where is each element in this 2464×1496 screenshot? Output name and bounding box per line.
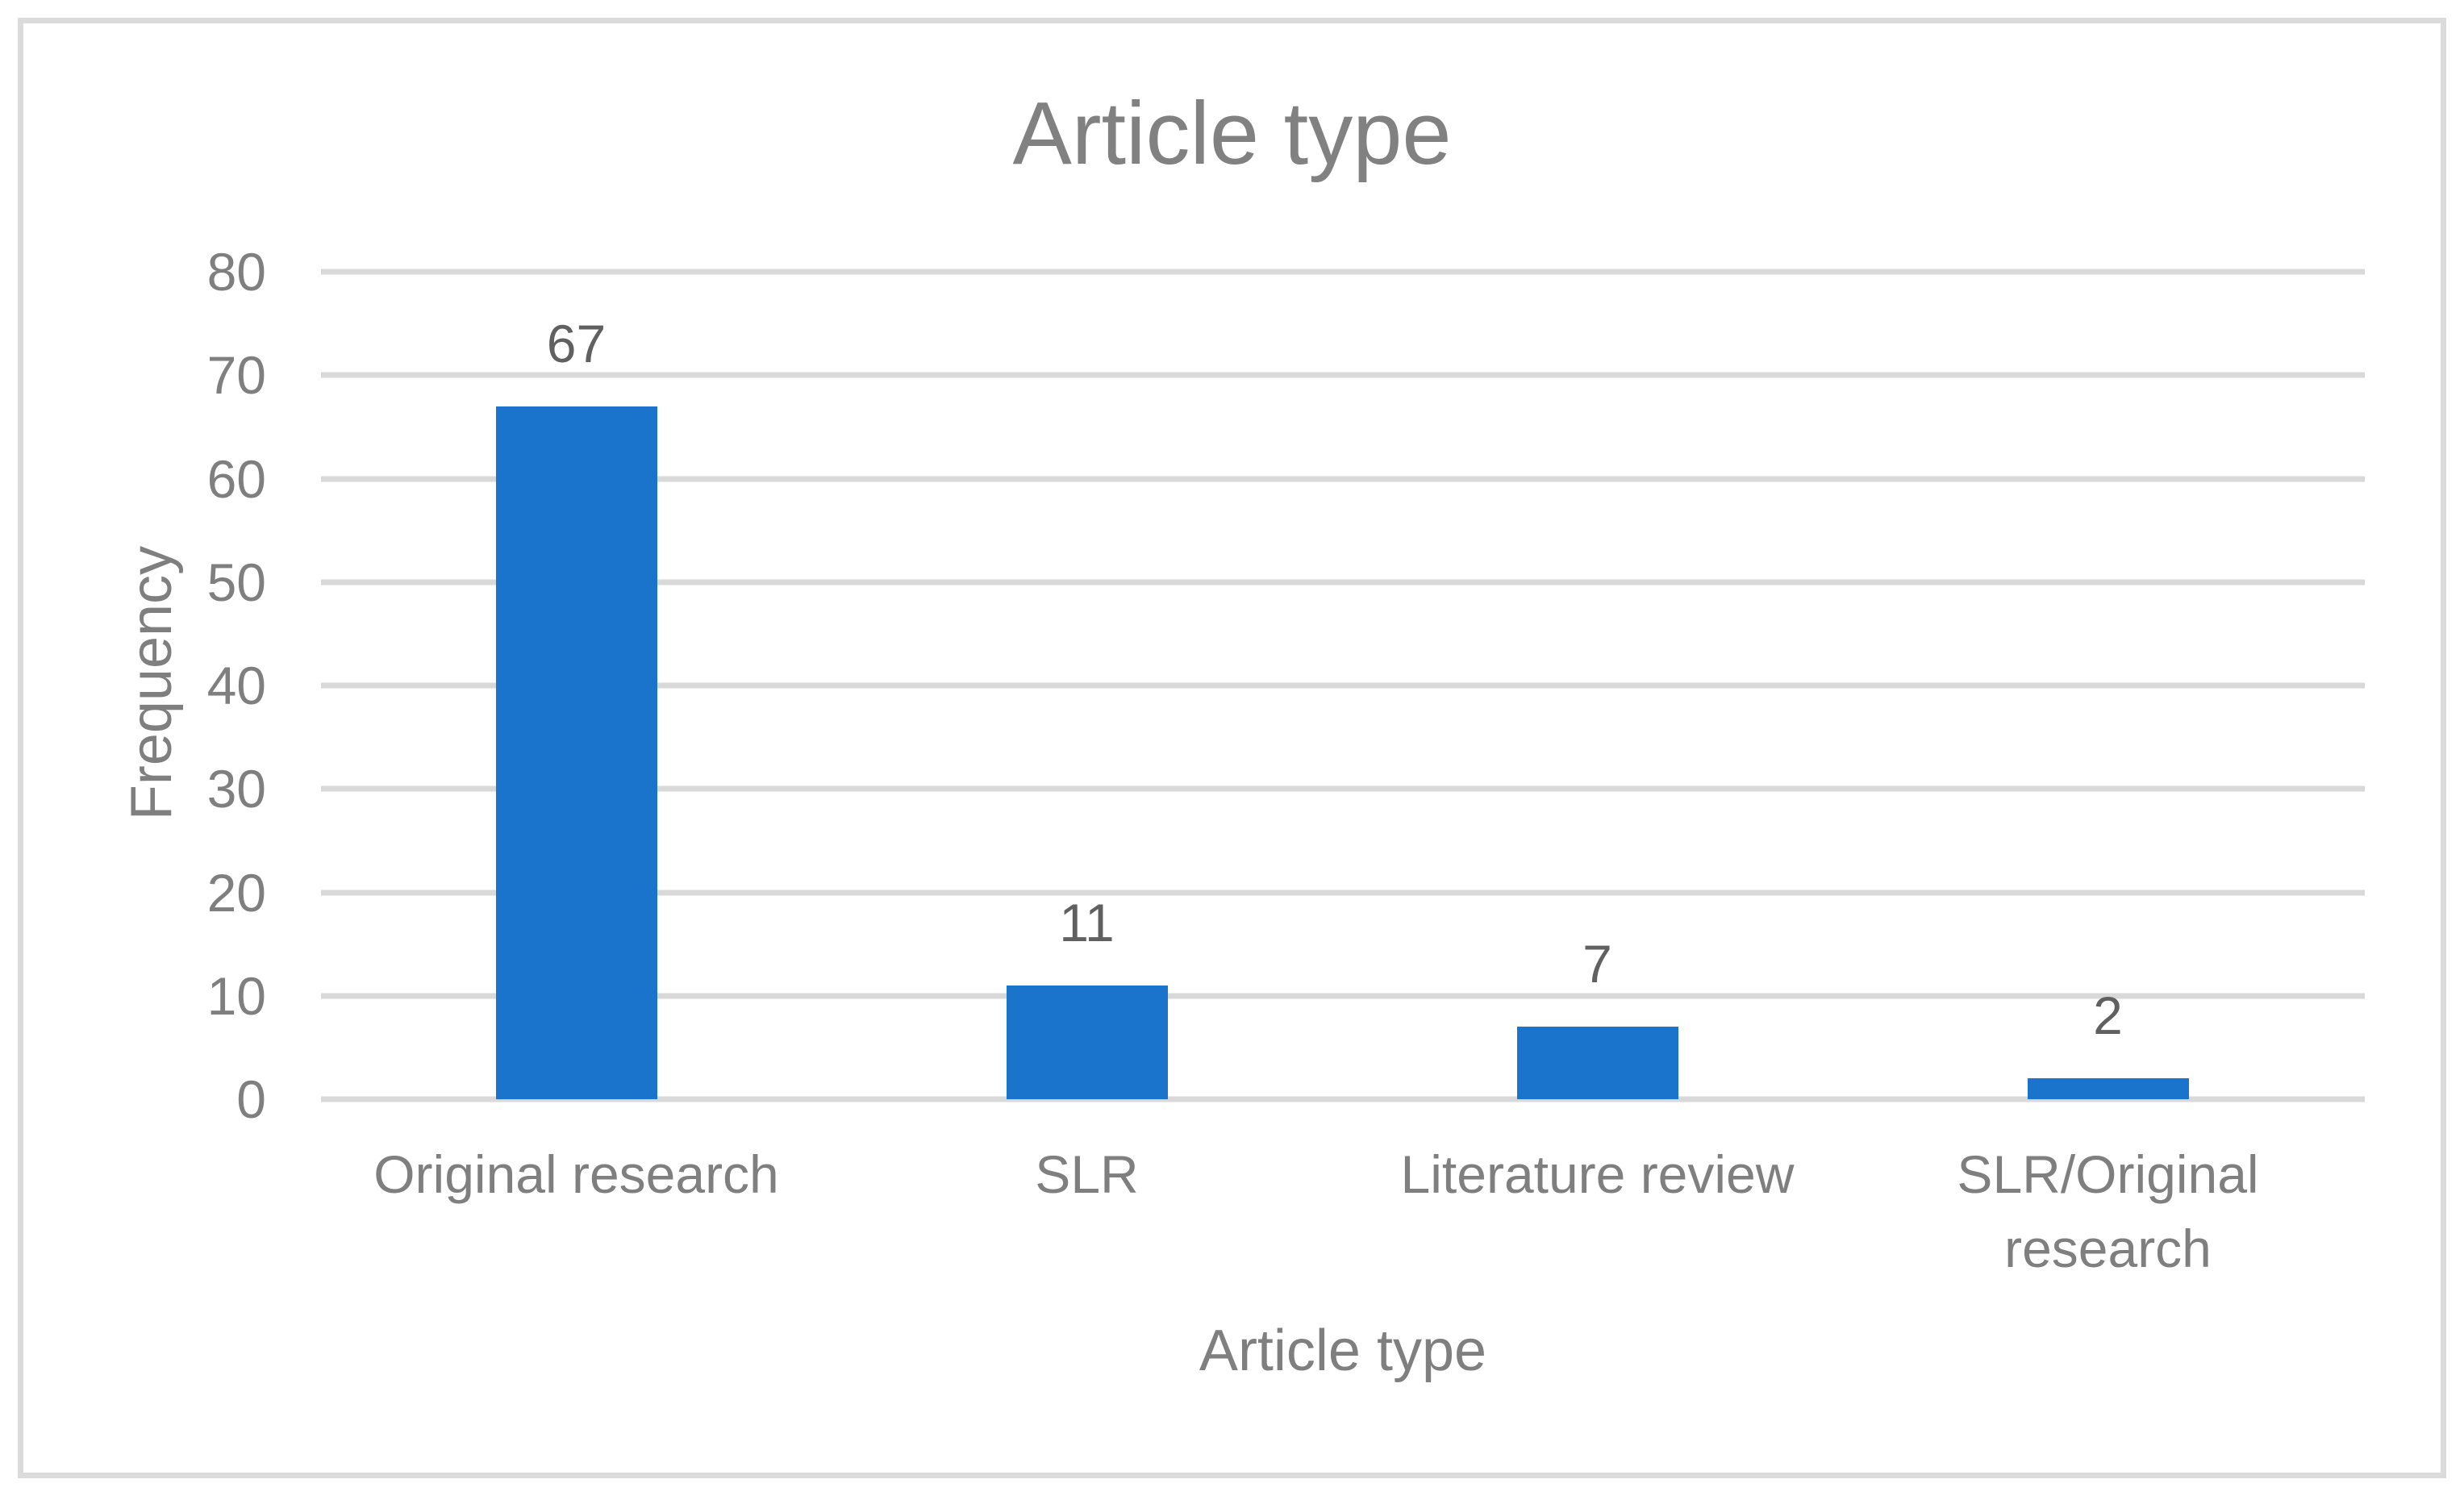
x-tick-label-1: Original research: [321, 1137, 832, 1211]
gridline-y-30: [321, 786, 2365, 792]
data-label-4: 2: [2093, 986, 2123, 1045]
x-axis-title: Article type: [1199, 1319, 1487, 1383]
gridline-y-20: [321, 890, 2365, 895]
y-tick-label-60: 60: [206, 448, 266, 509]
data-label-3: 7: [1582, 934, 1612, 994]
x-tick-label-text: SLR/Original research: [1957, 1144, 2259, 1279]
chart-title: Article type: [1012, 84, 1452, 183]
bar-4: [2027, 1078, 2189, 1099]
gridline-y-70: [321, 372, 2365, 378]
gridline-y-60: [321, 476, 2365, 481]
x-axis-tick-labels: Original research SLR Literature review SLR…: [321, 1137, 2365, 1298]
y-tick-label-10: 10: [206, 965, 266, 1026]
gridline-y-80: [321, 269, 2365, 275]
gridline-y-40: [321, 682, 2365, 689]
plot-area: 67 11 7 2: [321, 269, 2365, 1102]
gridline-y-50: [321, 579, 2365, 585]
bar-1: [495, 406, 657, 1099]
y-tick-label-40: 40: [206, 656, 266, 715]
x-tick-label-text: SLR: [1035, 1144, 1139, 1204]
bar-2: [1006, 986, 1168, 1099]
y-tick-label-30: 30: [206, 759, 266, 819]
chart-border: [18, 18, 2446, 1478]
y-tick-label-50: 50: [206, 552, 266, 612]
y-axis-tick-labels: 0 10 20 30 40 50 60 70 80: [0, 0, 266, 1496]
data-label-2: 11: [1059, 893, 1115, 952]
bar-3: [1516, 1027, 1678, 1099]
y-tick-label-70: 70: [206, 345, 266, 406]
x-tick-label-text: Original research: [373, 1144, 779, 1204]
x-tick-label-text: Literature review: [1400, 1144, 1795, 1204]
y-tick-label-80: 80: [206, 242, 266, 302]
x-tick-label-2: SLR: [832, 1137, 1342, 1211]
gridline-y-10: [321, 993, 2365, 999]
y-tick-label-20: 20: [206, 862, 266, 923]
gridline-y-0: [321, 1096, 2365, 1102]
y-tick-label-0: 0: [236, 1069, 266, 1129]
data-label-1: 67: [546, 314, 607, 373]
x-tick-label-3: Literature review: [1342, 1137, 1853, 1211]
x-tick-label-4: SLR/Original research: [1853, 1137, 2363, 1286]
